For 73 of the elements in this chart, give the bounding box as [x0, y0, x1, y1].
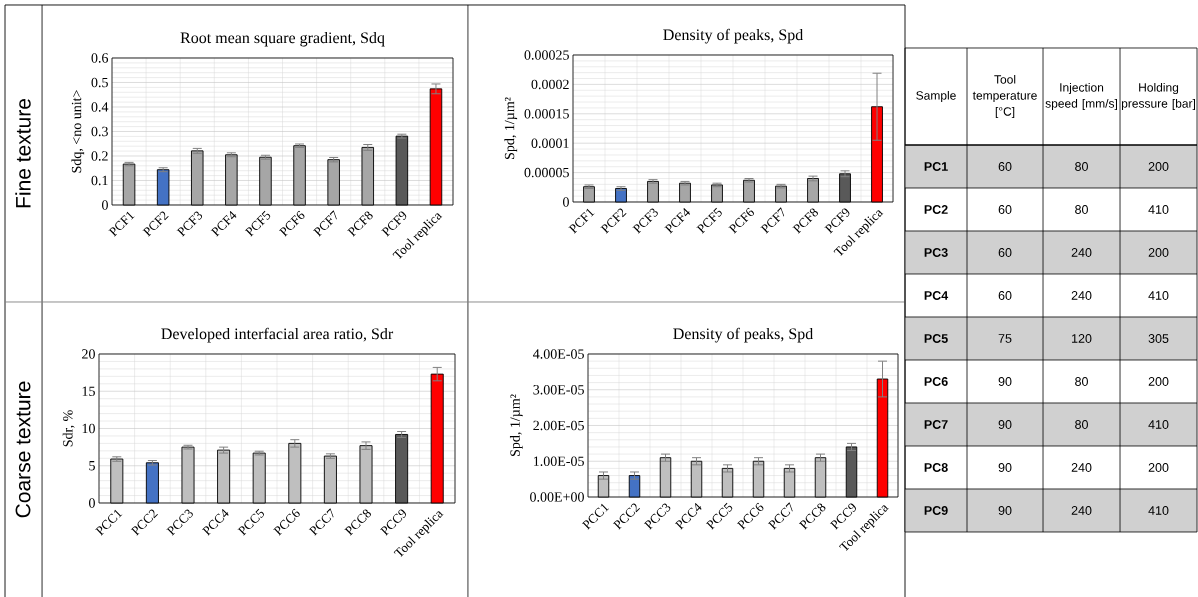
y-tick-label: 0.2: [91, 151, 108, 161]
text: Sample: [916, 90, 956, 103]
text: PC9: [924, 506, 948, 515]
text: Holding pressure [bar]: [1121, 82, 1195, 111]
text: 200: [1148, 377, 1169, 386]
y-tick-label: 0: [563, 197, 569, 207]
y-tick-label: 4.00E-05: [533, 349, 584, 359]
text: PC5: [924, 334, 948, 343]
text: 90: [998, 506, 1012, 515]
text: 305: [1148, 334, 1169, 343]
y-tick-label: 2.00E-05: [533, 420, 584, 431]
y-tick-label: 0.1: [91, 175, 108, 186]
text: 90: [998, 420, 1012, 429]
text: 60: [998, 291, 1012, 300]
y-tick-label: 10: [82, 423, 95, 434]
text: Injection speed [mm/s]: [1045, 82, 1117, 111]
text: PC6: [924, 377, 948, 386]
y-axis-title: Spd, 1/µm²: [509, 394, 523, 456]
text: 75: [998, 334, 1012, 343]
y-tick-label: 0.6: [91, 53, 109, 63]
text: 90: [998, 463, 1012, 472]
text: 60: [998, 248, 1012, 257]
text: 240: [1071, 506, 1092, 515]
text: PC2: [924, 205, 948, 214]
y-axis-title: Sdr, %: [62, 410, 75, 447]
y-tick-label: 5: [89, 461, 95, 471]
text: 80: [1075, 162, 1088, 171]
text: 80: [1075, 377, 1088, 386]
text: 410: [1148, 205, 1169, 214]
text: 200: [1148, 162, 1169, 171]
y-tick-label: 0.00015: [524, 109, 569, 119]
y-tick-label: 1.00E-05: [533, 456, 584, 467]
y-tick-label: 3.00E-05: [533, 384, 584, 395]
y-tick-label: 20: [82, 349, 95, 359]
chart-title: Density of peaks, Spd: [663, 28, 804, 44]
text: Fine texture: [15, 99, 31, 208]
text: 410: [1148, 291, 1169, 300]
y-axis-title: Sdq, <no unit>: [71, 90, 85, 173]
text: 80: [1075, 420, 1088, 429]
y-tick-label: 0.00E+00: [530, 492, 584, 502]
y-tick-label: 0.00025: [524, 50, 569, 60]
text: 410: [1148, 420, 1169, 429]
y-tick-label: 0.4: [91, 102, 109, 112]
text: Coarse texture: [15, 381, 31, 518]
text: PC4: [924, 291, 949, 300]
text: Tool temperature [°C]: [972, 74, 1037, 119]
text: 200: [1148, 463, 1169, 472]
chart-title: Developed interfacial area ratio, Sdr: [161, 327, 394, 343]
text: 120: [1072, 334, 1092, 343]
y-tick-label: 0.0002: [531, 79, 569, 90]
text: 240: [1071, 291, 1092, 300]
text: 240: [1071, 248, 1092, 257]
y-tick-label: 0.3: [91, 126, 108, 137]
text: PC1: [924, 162, 948, 171]
y-tick-label: 0.5: [91, 77, 108, 88]
text: 90: [998, 377, 1012, 386]
y-tick-label: 15: [82, 386, 95, 396]
text: PC7: [924, 420, 948, 429]
y-tick-label: 0.00005: [524, 167, 569, 178]
y-tick-label: 0: [89, 498, 95, 508]
text: 80: [1075, 205, 1088, 214]
chart-title: Root mean square gradient, Sdq: [180, 31, 385, 47]
text: 240: [1071, 463, 1092, 472]
chart-title: Density of peaks, Spd: [673, 327, 814, 343]
text: 410: [1148, 506, 1169, 515]
text: PC3: [924, 248, 948, 257]
y-axis-title: Spd, 1/µm²: [504, 97, 518, 159]
text: 200: [1148, 248, 1169, 257]
y-tick-label: 0: [102, 200, 108, 210]
text: PC8: [924, 463, 948, 472]
text: 60: [998, 205, 1012, 214]
text: 60: [998, 162, 1012, 171]
y-tick-label: 0.0001: [531, 138, 569, 148]
